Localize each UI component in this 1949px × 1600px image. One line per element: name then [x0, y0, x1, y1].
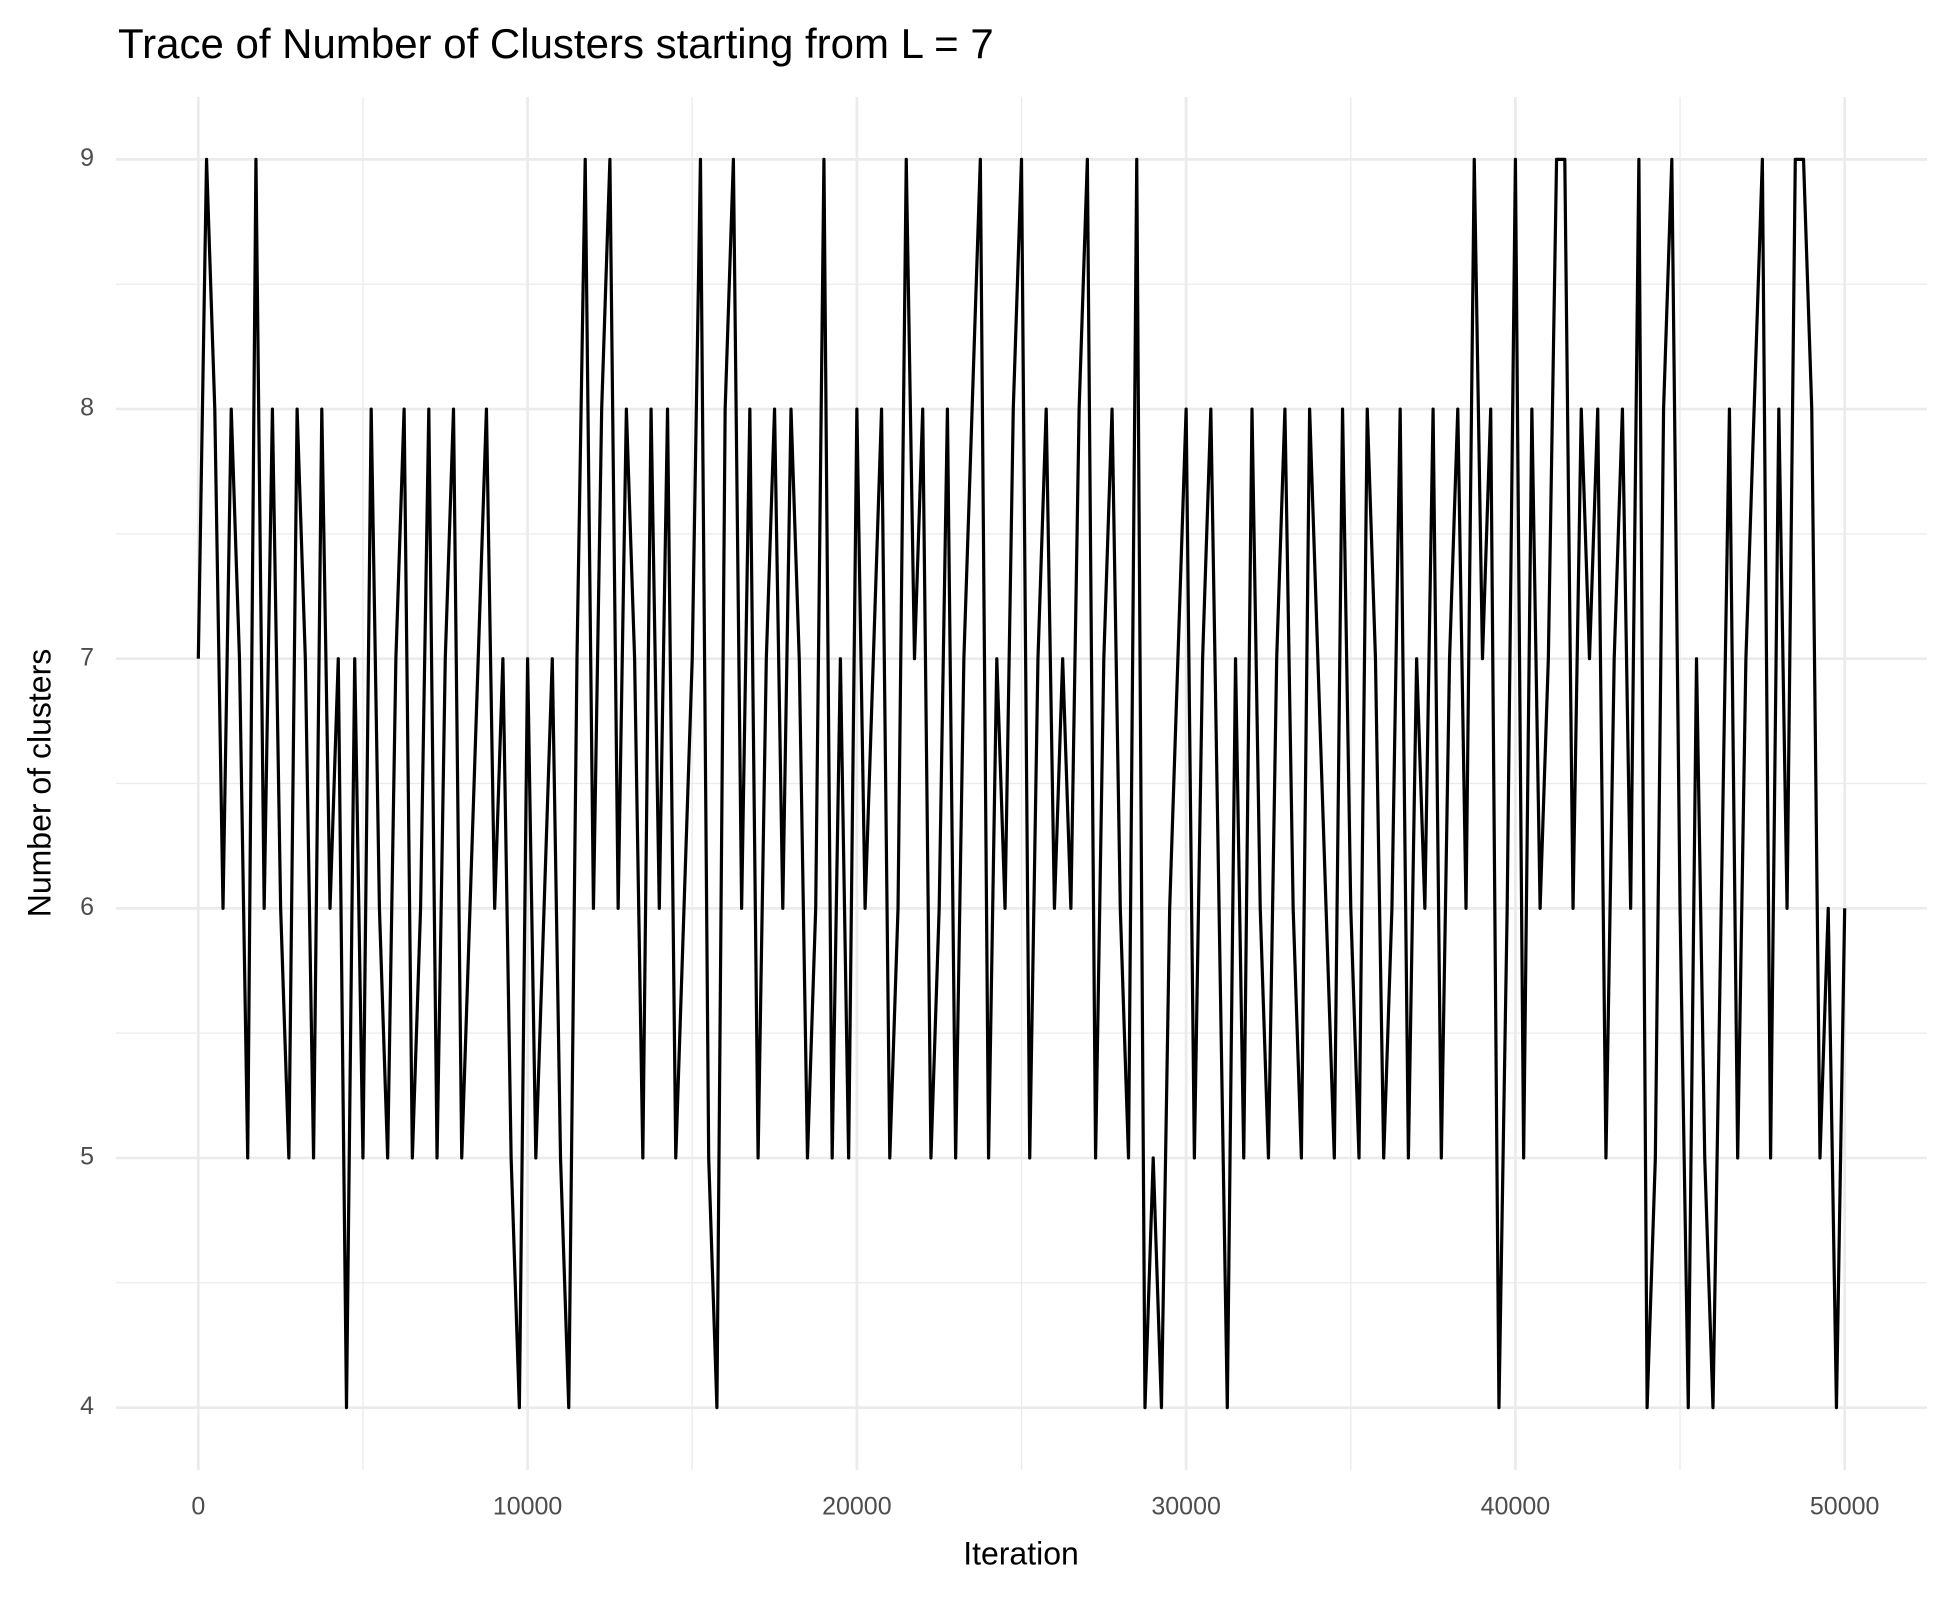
x-tick-label: 20000 — [822, 1493, 892, 1521]
x-tick-label: 50000 — [1810, 1493, 1880, 1521]
y-tick-label: 4 — [80, 1392, 94, 1420]
x-tick-label: 10000 — [493, 1493, 563, 1521]
chart-title: Trace of Number of Clusters starting fro… — [118, 20, 994, 67]
y-tick-label: 7 — [80, 643, 94, 671]
y-tick-label: 9 — [80, 144, 94, 172]
y-tick-label: 6 — [80, 893, 94, 921]
x-axis-title: Iteration — [963, 1535, 1079, 1571]
x-tick-label: 40000 — [1481, 1493, 1551, 1521]
x-tick-label: 30000 — [1151, 1493, 1221, 1521]
y-tick-label: 5 — [80, 1143, 94, 1171]
y-axis-title: Number of clusters — [21, 649, 57, 918]
x-tick-label: 0 — [191, 1493, 205, 1521]
y-tick-label: 8 — [80, 394, 94, 422]
trace-line — [196, 157, 1847, 1410]
